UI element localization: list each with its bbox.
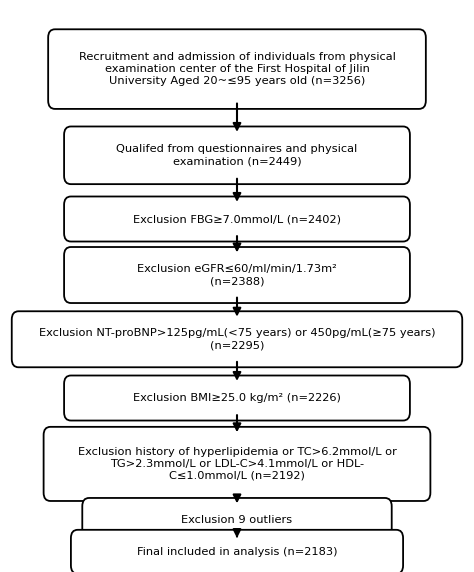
Text: Recruitment and admission of individuals from physical
examination center of the: Recruitment and admission of individuals… bbox=[79, 52, 395, 86]
FancyBboxPatch shape bbox=[64, 126, 410, 184]
FancyBboxPatch shape bbox=[12, 311, 462, 367]
Text: Exclusion FBG≥7.0mmol/L (n=2402): Exclusion FBG≥7.0mmol/L (n=2402) bbox=[133, 214, 341, 224]
Text: Exclusion eGFR≤60/ml/min/1.73m²
(n=2388): Exclusion eGFR≤60/ml/min/1.73m² (n=2388) bbox=[137, 264, 337, 286]
FancyBboxPatch shape bbox=[82, 498, 392, 542]
FancyBboxPatch shape bbox=[44, 427, 430, 501]
Text: Qualifed from questionnaires and physical
examination (n=2449): Qualifed from questionnaires and physica… bbox=[117, 144, 357, 166]
Text: Exclusion 9 outliers: Exclusion 9 outliers bbox=[182, 515, 292, 525]
FancyBboxPatch shape bbox=[64, 197, 410, 241]
Text: Exclusion BMI≥25.0 kg/m² (n=2226): Exclusion BMI≥25.0 kg/m² (n=2226) bbox=[133, 393, 341, 403]
Text: Exclusion NT-proBNP>125pg/mL(<75 years) or 450pg/mL(≥75 years)
(n=2295): Exclusion NT-proBNP>125pg/mL(<75 years) … bbox=[39, 328, 435, 350]
FancyBboxPatch shape bbox=[48, 29, 426, 109]
FancyBboxPatch shape bbox=[64, 247, 410, 303]
Text: Exclusion history of hyperlipidemia or TC>6.2mmol/L or
TG>2.3mmol/L or LDL-C>4.1: Exclusion history of hyperlipidemia or T… bbox=[78, 447, 396, 481]
FancyBboxPatch shape bbox=[64, 375, 410, 420]
FancyBboxPatch shape bbox=[71, 530, 403, 572]
Text: Final included in analysis (n=2183): Final included in analysis (n=2183) bbox=[137, 547, 337, 557]
